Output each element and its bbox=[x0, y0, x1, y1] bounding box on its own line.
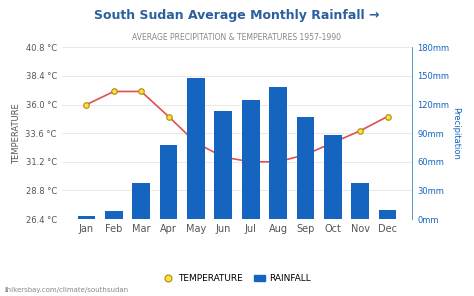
Bar bbox=[132, 183, 150, 219]
Text: ℹhikersbay.com/climate/southsudan: ℹhikersbay.com/climate/southsudan bbox=[5, 287, 129, 293]
Text: South Sudan Average Monthly Rainfall →: South Sudan Average Monthly Rainfall → bbox=[94, 9, 380, 22]
Y-axis label: TEMPERATURE: TEMPERATURE bbox=[12, 103, 21, 164]
Bar bbox=[351, 183, 369, 219]
Text: AVERAGE PRECIPITATION & TEMPERATURES 1957-1990: AVERAGE PRECIPITATION & TEMPERATURES 195… bbox=[133, 33, 341, 41]
Bar bbox=[187, 78, 205, 219]
Bar bbox=[242, 100, 260, 219]
Bar bbox=[214, 111, 232, 219]
Legend: TEMPERATURE, RAINFALL: TEMPERATURE, RAINFALL bbox=[159, 271, 315, 287]
Bar bbox=[160, 145, 177, 219]
Bar bbox=[324, 135, 342, 219]
Bar bbox=[297, 117, 314, 219]
Bar bbox=[78, 216, 95, 219]
Bar bbox=[105, 211, 123, 219]
Bar bbox=[269, 87, 287, 219]
Bar bbox=[379, 210, 396, 219]
Y-axis label: Precipitation: Precipitation bbox=[451, 107, 460, 160]
